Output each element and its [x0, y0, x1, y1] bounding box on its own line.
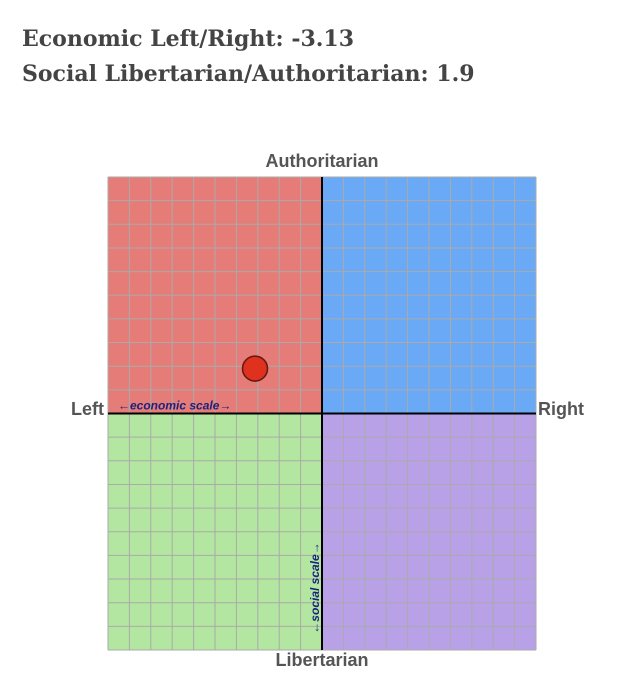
- economic-heading: Economic Left/Right: -3.13: [22, 26, 354, 52]
- x-scale-label: ←economic scale→: [118, 399, 231, 413]
- social-heading: Social Libertarian/Authoritarian: 1.9: [22, 61, 475, 87]
- point: [241, 355, 269, 382]
- heading-label: Social Libertarian/Authoritarian:: [22, 61, 429, 87]
- heading-value: -3.13: [291, 26, 355, 52]
- left-label: Left: [71, 399, 104, 419]
- top-label: Authoritarian: [265, 151, 378, 171]
- y-scale-label: ←social scale→: [308, 542, 322, 633]
- heading-label: Economic Left/Right:: [22, 26, 284, 52]
- heading-value: 1.9: [436, 61, 475, 87]
- bottom-label: Libertarian: [275, 650, 368, 670]
- right-label: Right: [538, 399, 584, 419]
